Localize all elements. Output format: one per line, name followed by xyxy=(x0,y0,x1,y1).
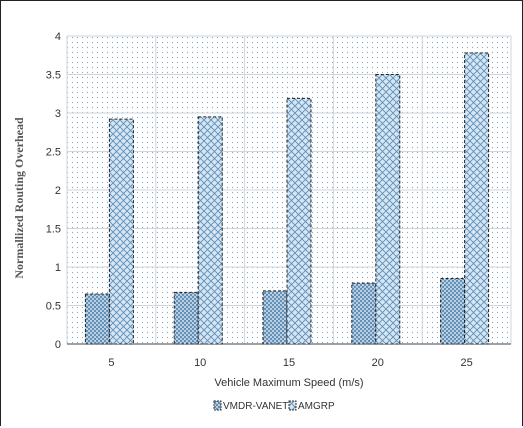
x-tick-label: 15 xyxy=(283,357,295,369)
bar-amgrp-15 xyxy=(286,97,312,345)
y-tick-label: 4 xyxy=(55,31,61,43)
y-tick-label: 3 xyxy=(55,108,61,120)
x-axis-ticks: 5 10 15 20 25 xyxy=(108,357,472,369)
x-tick-label: 25 xyxy=(460,357,472,369)
bar-amgrp-20 xyxy=(375,74,401,345)
legend: VMDR-VANET AMGRP xyxy=(213,400,335,412)
bar-amgrp-5 xyxy=(108,118,134,345)
bar-vmdr-vanet-20 xyxy=(351,282,377,345)
y-tick-label: 1 xyxy=(55,262,61,274)
bar-vmdr-vanet-10 xyxy=(173,291,199,345)
y-axis-ticks: 0 0.5 1 1.5 2 2.5 3 3.5 4 xyxy=(46,31,61,351)
bar-amgrp-25 xyxy=(464,52,490,345)
x-tick-label: 10 xyxy=(194,357,206,369)
bar-amgrp-10 xyxy=(197,116,223,345)
y-axis-label: Normallized Routing Overhead xyxy=(12,117,26,279)
bar-vmdr-vanet-25 xyxy=(440,278,466,345)
bars xyxy=(84,52,490,345)
y-tick-label: 0 xyxy=(55,339,61,351)
bar-vmdr-vanet-5 xyxy=(84,293,110,345)
y-tick-label: 0.5 xyxy=(46,301,61,313)
legend-swatch-vmdr-vanet xyxy=(213,400,222,411)
y-tick-label: 2.5 xyxy=(46,147,61,159)
y-tick-label: 3.5 xyxy=(46,70,61,82)
legend-label-vmdr-vanet: VMDR-VANET xyxy=(223,401,288,412)
y-tick-label: 2 xyxy=(55,185,61,197)
x-axis-label: Vehicle Maximum Speed (m/s) xyxy=(214,377,363,389)
x-tick-label: 5 xyxy=(108,357,114,369)
x-tick-label: 20 xyxy=(372,357,384,369)
legend-swatch-amgrp xyxy=(288,400,297,411)
legend-label-amgrp: AMGRP xyxy=(298,401,335,412)
bar-vmdr-vanet-15 xyxy=(262,290,288,345)
y-tick-label: 1.5 xyxy=(46,224,61,236)
